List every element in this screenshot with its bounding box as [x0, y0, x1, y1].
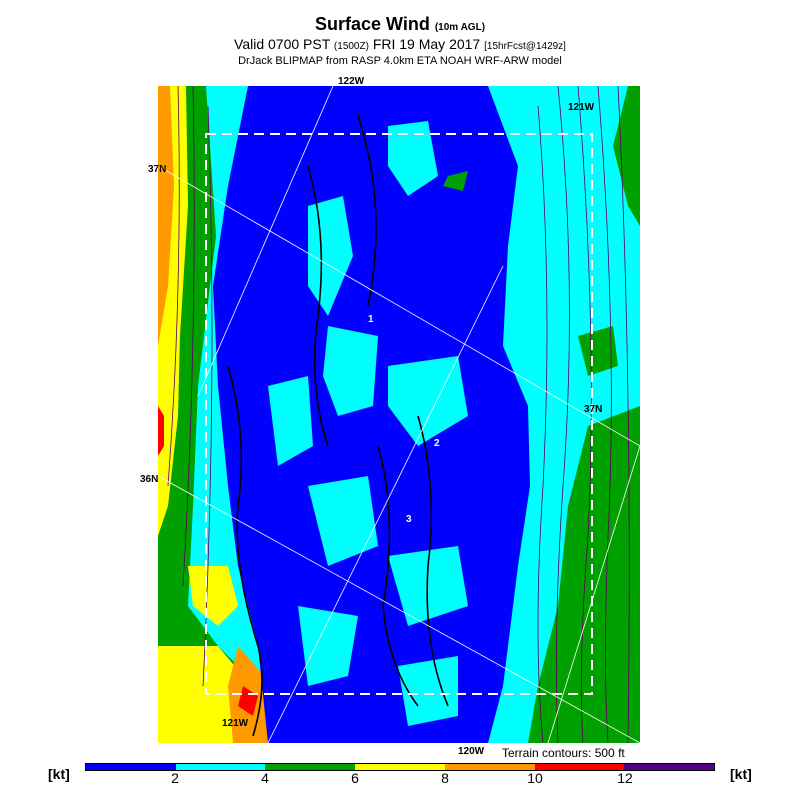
- valid-date: FRI 19 May 2017: [372, 36, 481, 52]
- lon-label-122w: 122W: [338, 76, 365, 87]
- coastal-orange-zone: [158, 86, 174, 346]
- colorbar-swatch: [444, 764, 535, 770]
- cyan-patch: [268, 376, 313, 466]
- source-line: DrJack BLIPMAP from RASP 4.0km ETA NOAH …: [238, 55, 562, 67]
- colorbar-tick: 4: [261, 770, 269, 786]
- lat-label-37n-west: 37N: [148, 164, 167, 175]
- cyan-patch: [323, 326, 378, 416]
- coastal-green-zone: [158, 86, 278, 743]
- colorbar-swatch: [355, 764, 445, 770]
- lon-label-121w-north: 121W: [568, 102, 595, 113]
- lat-label-37n-east: 37N: [584, 404, 603, 415]
- cyan-patch: [308, 476, 378, 566]
- colorbar: [85, 763, 715, 771]
- title-subtext: (10m AGL): [434, 22, 486, 33]
- lon-label-120w: 120W: [458, 746, 485, 757]
- point-label-1: 1: [368, 314, 374, 325]
- colorbar-unit-right: [kt]: [730, 766, 752, 782]
- valid-time: Valid 0700 PST: [234, 36, 331, 52]
- green-spot: [443, 171, 468, 191]
- map-title: Surface Wind (10m AGL): [0, 14, 800, 35]
- colorbar-swatch: [175, 764, 266, 770]
- wind-map: [158, 86, 640, 743]
- inner-domain-box: [205, 133, 593, 695]
- colorbar-swatch: [624, 764, 715, 770]
- colorbar-tick: 12: [617, 770, 633, 786]
- cyan-patch: [388, 121, 438, 196]
- graticule: [158, 86, 640, 743]
- point-label-2: 2: [434, 438, 440, 449]
- east-green-patch: [578, 326, 618, 376]
- lon-label-121w-south: 121W: [222, 718, 249, 729]
- colorbar-swatch: [265, 764, 356, 770]
- central-calm-zone: [213, 86, 530, 743]
- cyan-patch: [298, 606, 358, 686]
- coastal-red-spot: [158, 406, 164, 456]
- colorbar-swatch: [534, 764, 625, 770]
- colorbar-tick: 2: [171, 770, 179, 786]
- southwest-yellow-zone: [188, 566, 238, 626]
- streamlines: [167, 86, 630, 743]
- terrain-contours: [227, 115, 449, 737]
- valid-utc: (1500Z): [333, 41, 369, 52]
- colorbar-tick: 8: [441, 770, 449, 786]
- valid-line: Valid 0700 PST (1500Z) FRI 19 May 2017 […: [0, 36, 800, 52]
- title-text: Surface Wind: [314, 14, 430, 34]
- cyan-patch: [398, 656, 458, 726]
- terrain-note: Terrain contours: 500 ft: [502, 746, 625, 760]
- colorbar-tick: 6: [351, 770, 359, 786]
- forecast-info: [15hrFcst@1429z]: [484, 41, 566, 52]
- point-label-3: 3: [406, 514, 412, 525]
- colorbar-tick: 10: [527, 770, 543, 786]
- lat-label-36n: 36N: [140, 474, 159, 485]
- colorbar-unit-left: [kt]: [48, 766, 70, 782]
- colorbar-swatch: [86, 764, 176, 770]
